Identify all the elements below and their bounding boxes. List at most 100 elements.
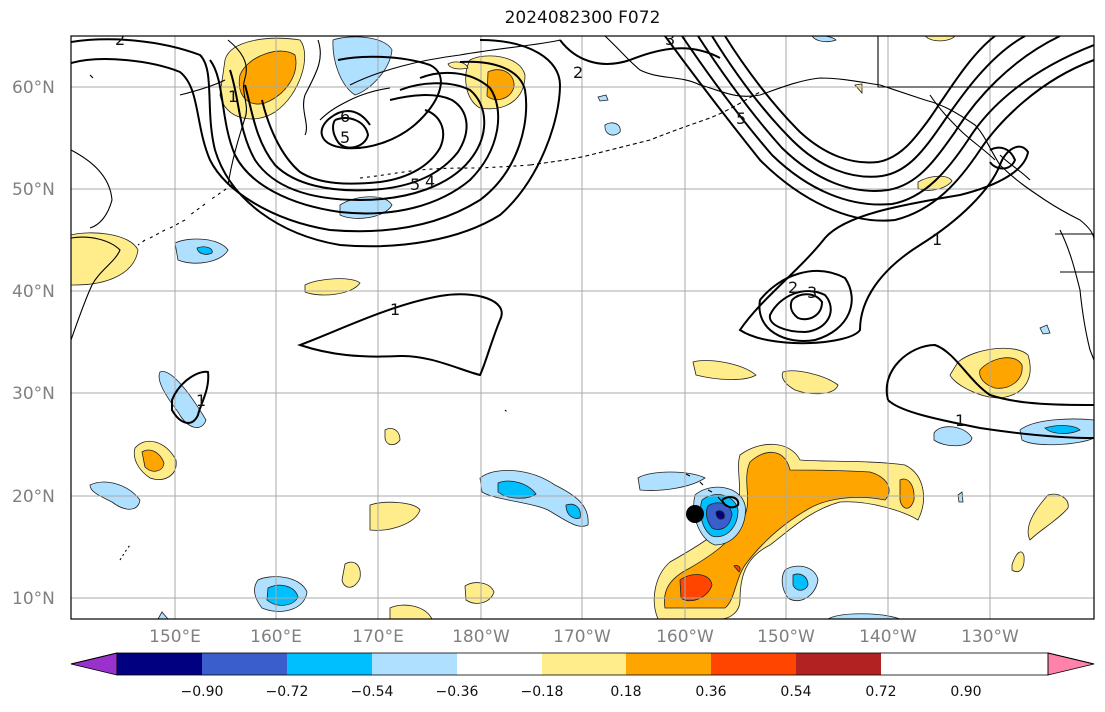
- negative-anomaly-region: [1039, 324, 1051, 335]
- canada-border: [877, 36, 1094, 88]
- japan-coast: [71, 236, 121, 341]
- positive-anomaly-region: [1027, 493, 1069, 541]
- contour-label: 6: [340, 107, 350, 126]
- colorbar-tick-label: 0.54: [780, 684, 811, 700]
- contour-line: [885, 343, 1094, 406]
- positive-anomaly-core: [679, 574, 713, 602]
- colorbar-tick-label: −0.72: [266, 684, 309, 700]
- positive-anomaly-core: [663, 452, 890, 609]
- lon-label: 150°E: [149, 627, 201, 647]
- negative-anomaly-core: [792, 573, 809, 591]
- anomaly-shading: [71, 36, 1094, 619]
- positive-anomaly-region: [71, 232, 139, 286]
- negative-anomaly-region: [933, 426, 973, 447]
- negative-anomaly-core: [196, 246, 213, 255]
- us-canada-border: [1055, 233, 1094, 273]
- colorbar-segment: [711, 653, 796, 675]
- marshall-dots: [119, 409, 508, 561]
- contour-line: [724, 36, 996, 164]
- contour-line: [758, 270, 853, 342]
- contour-label: 3: [665, 30, 675, 49]
- contour-line: [559, 39, 721, 65]
- aleutian-chain: [529, 91, 761, 166]
- hawaii-islands: [685, 473, 726, 506]
- contour-label: 5: [736, 109, 746, 128]
- contour-line: [664, 36, 1094, 222]
- negative-anomaly-region: [957, 491, 964, 503]
- negative-anomaly-region: [158, 371, 207, 428]
- contour-line: [768, 290, 832, 334]
- colorbar-outline: [70, 652, 118, 665]
- positive-anomaly-core: [238, 50, 297, 105]
- positive-anomaly-core: [733, 565, 741, 573]
- colorbar-tick-label: 0.90: [950, 684, 981, 700]
- positive-anomaly-region: [369, 501, 421, 531]
- positive-anomaly-region: [1011, 551, 1025, 573]
- contour-line: [887, 399, 1094, 439]
- colorbar-segment: [457, 653, 542, 675]
- positive-anomaly-region: [447, 61, 469, 70]
- aleutian-west: [359, 164, 531, 179]
- alaska-inner: [319, 87, 391, 121]
- positive-anomaly-core: [899, 478, 915, 509]
- contour-line: [711, 36, 1026, 178]
- colorbar-tick-label: −0.54: [351, 684, 394, 700]
- contour-line: [261, 99, 445, 185]
- siberia-coast: [179, 79, 226, 96]
- contour-label: 5: [340, 128, 350, 147]
- lat-label: 40°N: [12, 282, 55, 302]
- lat-label: 60°N: [12, 78, 55, 98]
- positive-anomaly-region: [692, 360, 757, 380]
- negative-anomaly-region: [157, 611, 169, 619]
- colorbar-segment: [287, 653, 372, 675]
- colorbar-segment: [117, 653, 202, 675]
- contour-line: [721, 496, 740, 509]
- contour-lines: [71, 36, 1094, 509]
- storm-center-marker: [686, 505, 704, 523]
- lon-label: 160°W: [656, 627, 714, 647]
- positive-anomaly-core: [141, 449, 165, 472]
- colorbar-extend-max: [1047, 652, 1095, 676]
- contour-label: 1: [228, 87, 238, 106]
- colorbar-segment: [372, 653, 457, 675]
- longitude-labels: 150°E 160°E 170°E 180°W 170°W 160°W 150°…: [149, 627, 1019, 647]
- lon-label: 160°E: [250, 627, 302, 647]
- colorbar-outline: [1047, 652, 1095, 665]
- lat-label: 20°N: [12, 487, 55, 507]
- contour-line: [171, 370, 210, 424]
- small-island: [89, 74, 94, 79]
- contour-label: 3: [807, 283, 817, 302]
- colorbar-extend-min: [70, 652, 118, 676]
- contour-label-group: 2 2 6 5 5 4 3 1 2 3 1 1 1 1 5: [115, 30, 965, 430]
- contour-line: [989, 146, 1017, 170]
- gulf-alaska-coast: [924, 99, 1094, 241]
- negative-anomaly-core: [715, 510, 725, 520]
- contour-line: [244, 84, 468, 192]
- colorbar-outline: [116, 652, 1049, 676]
- contour-line: [229, 69, 486, 202]
- contour-line: [738, 145, 1030, 345]
- contour-line: [681, 36, 1094, 206]
- colorbar: [70, 652, 1095, 676]
- contour-line: [209, 59, 500, 215]
- negative-anomaly-region: [637, 471, 706, 491]
- contour-line: [320, 55, 442, 150]
- lon-label: 170°W: [553, 627, 611, 647]
- positive-anomaly-region: [341, 561, 361, 588]
- contour-line: [297, 293, 503, 377]
- contour-line: [71, 38, 562, 248]
- colorbar-tick-label: 0.72: [865, 684, 896, 700]
- lat-label: 30°N: [12, 384, 55, 404]
- negative-anomaly-region: [604, 122, 621, 136]
- lat-label: 10°N: [12, 589, 55, 609]
- lon-label: 140°W: [859, 627, 917, 647]
- colorbar-segment: [542, 653, 626, 675]
- coastlines: [71, 36, 1094, 561]
- colorbar-segment: [796, 653, 881, 675]
- positive-anomaly-region: [854, 83, 863, 95]
- okhotsk-coast: [71, 149, 113, 229]
- colorbar-segment: [626, 653, 711, 675]
- latitude-labels: 60°N 50°N 40°N 30°N 20°N 10°N: [12, 78, 55, 609]
- contour-label: 1: [955, 411, 965, 430]
